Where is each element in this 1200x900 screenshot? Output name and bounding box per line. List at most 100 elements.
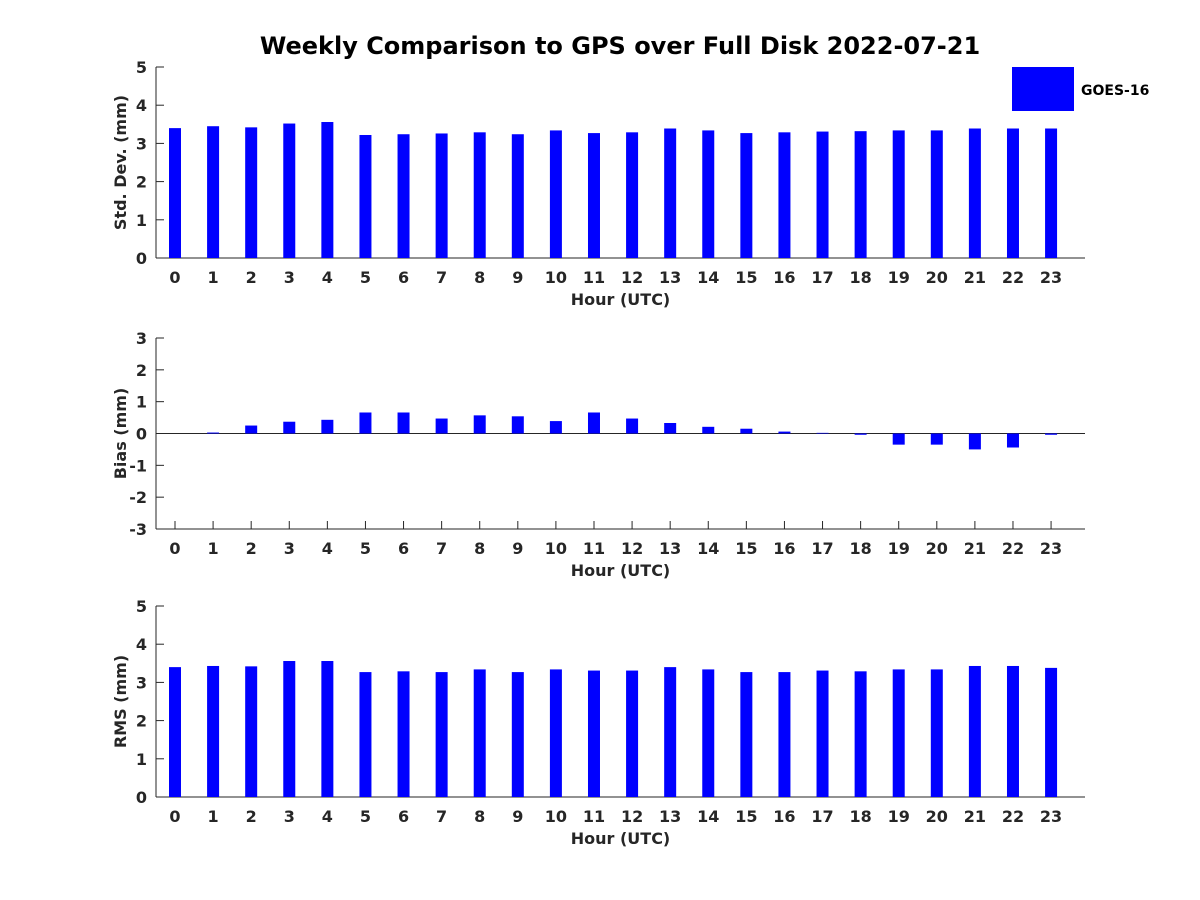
bar-hour-23 xyxy=(1045,128,1058,258)
bar-hour-3 xyxy=(283,421,296,434)
x-tick-label: 21 xyxy=(964,268,986,287)
x-tick-label: 17 xyxy=(811,807,833,826)
bar-hour-6 xyxy=(397,412,410,434)
x-tick-label: 3 xyxy=(284,268,295,287)
x-tick-label: 7 xyxy=(436,807,447,826)
x-tick-label: 4 xyxy=(322,539,333,558)
x-tick-label: 16 xyxy=(773,539,795,558)
x-tick-label: 20 xyxy=(926,539,948,558)
x-tick-label: 19 xyxy=(888,807,910,826)
x-tick-label: 6 xyxy=(398,268,409,287)
bar-hour-10 xyxy=(549,669,562,797)
x-tick-label: 9 xyxy=(512,268,523,287)
bar-hour-9 xyxy=(511,134,524,258)
x-tick-label: 22 xyxy=(1002,268,1024,287)
bar-hour-11 xyxy=(587,670,600,797)
bar-hour-19 xyxy=(892,130,905,258)
bar-hour-1 xyxy=(207,665,220,797)
x-tick-label: 11 xyxy=(583,539,605,558)
x-tick-label: 12 xyxy=(621,807,643,826)
x-tick-label: 5 xyxy=(360,268,371,287)
bar-hour-20 xyxy=(930,669,943,797)
bar-hour-15 xyxy=(740,428,753,434)
y-tick-label: 4 xyxy=(136,635,147,654)
bar-hour-0 xyxy=(169,128,181,258)
bar-hour-17 xyxy=(816,131,829,258)
x-tick-label: 19 xyxy=(888,268,910,287)
x-tick-label: 18 xyxy=(849,268,871,287)
x-tick-label: 5 xyxy=(360,539,371,558)
y-tick-label: 5 xyxy=(136,58,147,77)
x-axis-label: Hour (UTC) xyxy=(571,561,671,580)
bar-hour-14 xyxy=(702,130,715,258)
x-tick-label: 4 xyxy=(322,807,333,826)
x-tick-label: 14 xyxy=(697,807,719,826)
x-tick-label: 23 xyxy=(1040,539,1062,558)
x-tick-label: 16 xyxy=(773,268,795,287)
x-tick-label: 21 xyxy=(964,539,986,558)
x-tick-label: 13 xyxy=(659,807,681,826)
bar-hour-6 xyxy=(397,671,410,797)
legend-swatch xyxy=(1012,67,1074,111)
y-tick-label: 0 xyxy=(136,788,147,807)
bar-hour-15 xyxy=(740,672,753,797)
bar-hour-23 xyxy=(1045,667,1058,797)
bar-hour-11 xyxy=(587,412,600,434)
bar-hour-14 xyxy=(702,426,715,434)
x-tick-label: 7 xyxy=(436,539,447,558)
bar-hour-6 xyxy=(397,134,410,258)
bar-hour-1 xyxy=(207,432,220,434)
x-axis-label: Hour (UTC) xyxy=(571,829,671,848)
bar-hour-21 xyxy=(968,433,981,450)
x-tick-label: 10 xyxy=(545,539,567,558)
x-tick-label: 10 xyxy=(545,807,567,826)
x-tick-label: 1 xyxy=(208,539,219,558)
bar-hour-9 xyxy=(511,672,524,797)
bar-hour-20 xyxy=(930,130,943,258)
chart-title: Weekly Comparison to GPS over Full Disk … xyxy=(260,32,980,60)
bar-hour-8 xyxy=(473,669,486,797)
bar-hour-21 xyxy=(968,665,981,797)
y-axis-label: Std. Dev. (mm) xyxy=(111,95,130,230)
bar-hour-13 xyxy=(664,422,677,434)
x-tick-label: 14 xyxy=(697,539,719,558)
bar-hour-9 xyxy=(511,416,524,434)
x-tick-label: 13 xyxy=(659,268,681,287)
x-tick-label: 5 xyxy=(360,807,371,826)
y-tick-label: 3 xyxy=(136,673,147,692)
y-tick-label: -2 xyxy=(129,488,147,507)
y-tick-label: 1 xyxy=(136,211,147,230)
x-tick-label: 15 xyxy=(735,268,757,287)
x-tick-label: 22 xyxy=(1002,539,1024,558)
x-tick-label: 12 xyxy=(621,268,643,287)
x-tick-label: 4 xyxy=(322,268,333,287)
y-axis-label: RMS (mm) xyxy=(111,655,130,748)
bar-hour-10 xyxy=(549,130,562,258)
x-tick-label: 0 xyxy=(169,807,180,826)
y-tick-label: 2 xyxy=(136,173,147,192)
x-tick-label: 2 xyxy=(246,268,257,287)
x-tick-label: 8 xyxy=(474,539,485,558)
bar-hour-3 xyxy=(283,123,296,258)
y-tick-label: 1 xyxy=(136,393,147,412)
x-tick-label: 6 xyxy=(398,539,409,558)
bar-hour-16 xyxy=(778,672,791,797)
bar-hour-22 xyxy=(1006,128,1019,258)
x-tick-label: 18 xyxy=(849,539,871,558)
bar-hour-19 xyxy=(892,669,905,797)
bar-hour-4 xyxy=(321,661,334,797)
bar-hour-1 xyxy=(207,126,220,259)
x-tick-label: 23 xyxy=(1040,807,1062,826)
bar-hour-12 xyxy=(626,418,639,434)
x-tick-label: 22 xyxy=(1002,807,1024,826)
bar-hour-2 xyxy=(245,666,258,797)
bar-hour-2 xyxy=(245,425,258,434)
x-tick-label: 1 xyxy=(208,268,219,287)
bar-hour-21 xyxy=(968,128,981,258)
